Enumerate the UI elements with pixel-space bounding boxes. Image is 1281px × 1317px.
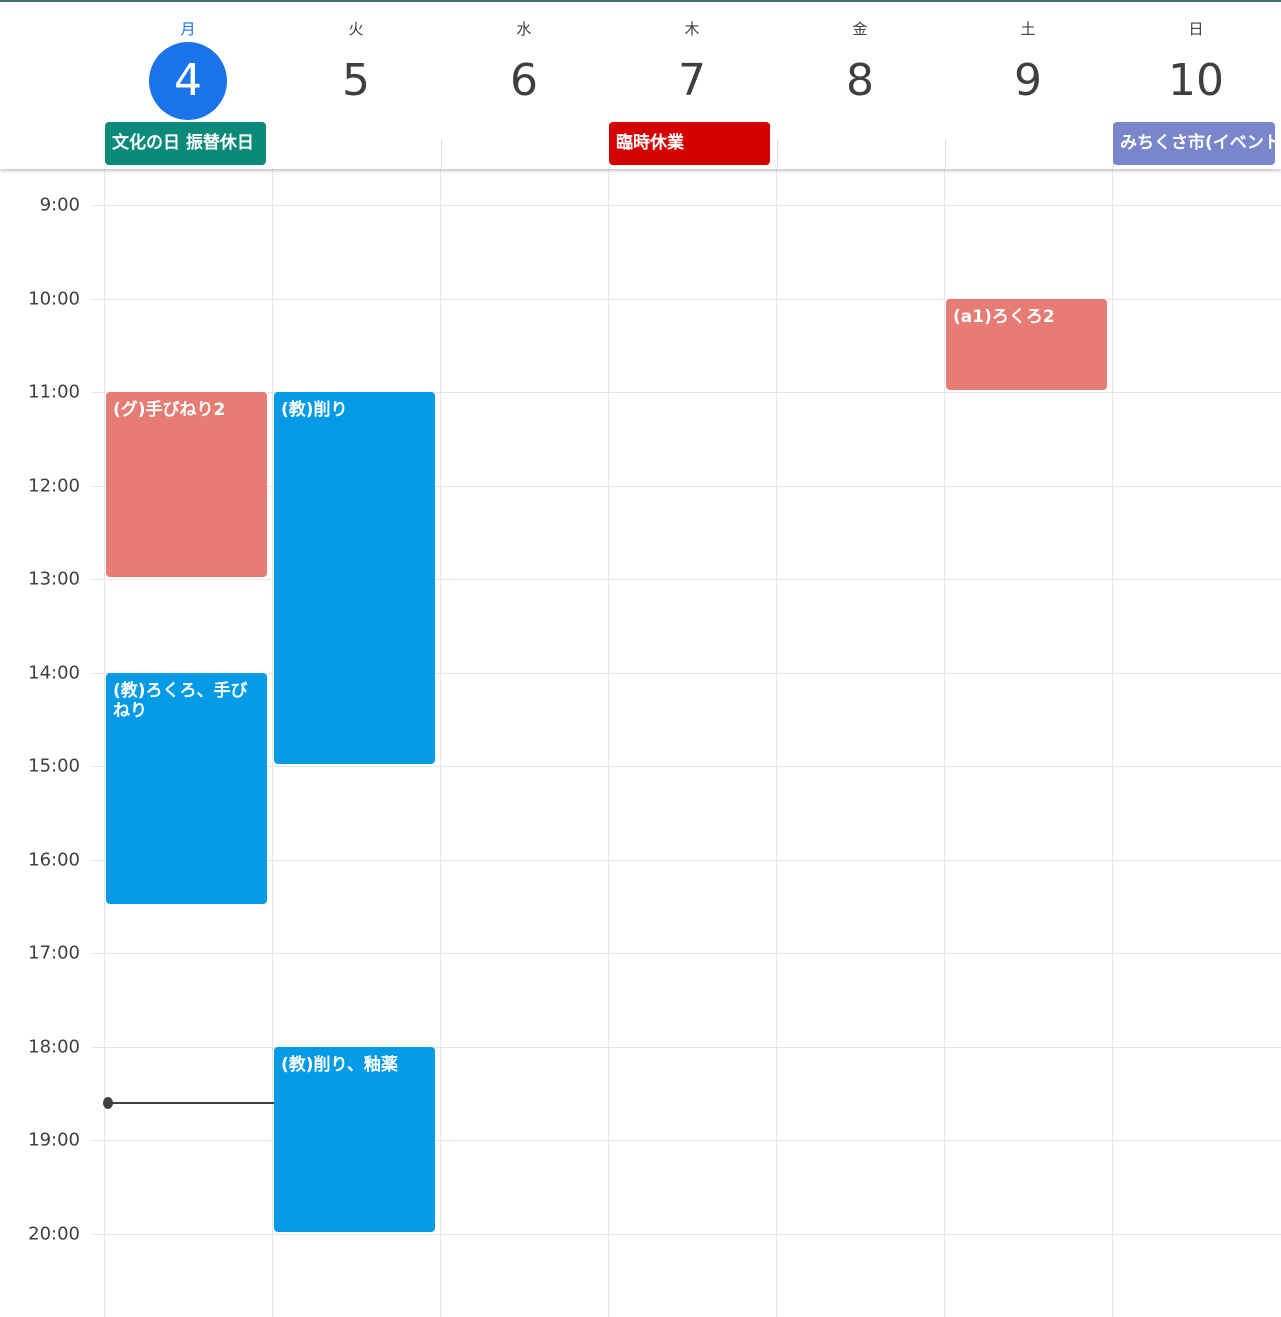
- hour-gridline: [92, 1140, 1281, 1141]
- time-label: 18:00: [28, 1036, 80, 1057]
- day-of-week-label: 火: [348, 20, 364, 38]
- day-column-divider: [272, 169, 273, 1317]
- calendar-event[interactable]: (グ)手びねり2: [106, 392, 267, 577]
- current-time-dot-icon: [103, 1096, 113, 1109]
- time-label: 19:00: [28, 1129, 80, 1151]
- time-label: 12:00: [28, 475, 80, 496]
- header-column-divider: [945, 140, 946, 170]
- day-of-week-label: 木: [684, 20, 700, 38]
- calendar-event[interactable]: (教)削り: [274, 392, 435, 764]
- time-label: 15:00: [28, 755, 80, 777]
- hour-gridline: [92, 392, 1281, 393]
- day-of-week-label: 月: [180, 20, 196, 38]
- day-of-week-label: 金: [852, 20, 868, 38]
- time-label: 9:00: [39, 194, 80, 216]
- day-column-divider: [776, 169, 777, 1317]
- hour-gridline: [92, 1046, 1281, 1048]
- hour-gridline: [92, 953, 1281, 954]
- hour-gridline: [92, 1233, 1281, 1235]
- time-grid[interactable]: 9:00 10:00 11:00 12:00 13:00 14:00 15:00 16:00 1…: [0, 169, 1281, 1317]
- date-number[interactable]: 9: [1014, 55, 1042, 106]
- day-column-divider: [1112, 169, 1113, 1317]
- time-label: 17:00: [28, 942, 80, 964]
- hour-gridline: [92, 205, 1281, 206]
- hour-gridline: [92, 579, 1281, 580]
- top-accent-strip: [0, 0, 1281, 2]
- header-column-divider: [441, 140, 442, 170]
- calendar-event[interactable]: (教)削り、釉薬: [274, 1046, 435, 1232]
- time-label: 11:00: [28, 381, 80, 403]
- time-label: 16:00: [28, 849, 80, 870]
- date-number[interactable]: 8: [846, 55, 874, 106]
- time-label: 13:00: [28, 568, 80, 590]
- day-column-divider: [440, 169, 441, 1317]
- all-day-event[interactable]: みちくさ市(イベント): [1113, 122, 1275, 165]
- hour-gridline: [92, 766, 1281, 767]
- current-time-line: [106, 1101, 274, 1104]
- date-number[interactable]: 7: [678, 55, 706, 106]
- day-of-week-label: 日: [1188, 20, 1204, 38]
- calendar-event[interactable]: (a1)ろくろ2: [946, 298, 1107, 390]
- all-day-event[interactable]: 臨時休業: [609, 122, 770, 165]
- day-column-divider: [104, 169, 105, 1317]
- time-label: 20:00: [28, 1223, 80, 1244]
- hour-gridline: [92, 859, 1281, 861]
- hour-gridline: [92, 485, 1281, 487]
- date-number[interactable]: 6: [510, 55, 538, 106]
- day-header[interactable]: 日 10: [1112, 2, 1280, 120]
- time-label: 10:00: [28, 288, 80, 309]
- today-date-number[interactable]: 4: [149, 42, 227, 120]
- hour-gridline: [92, 298, 1281, 300]
- hour-gridline: [92, 672, 1281, 674]
- day-column-divider: [944, 169, 945, 1317]
- day-of-week-label: 水: [516, 20, 532, 38]
- day-of-week-label: 土: [1020, 20, 1036, 38]
- header-column-divider: [777, 140, 778, 170]
- day-column-divider: [608, 169, 609, 1317]
- date-number[interactable]: 5: [342, 55, 370, 106]
- all-day-event[interactable]: 文化の日 振替休日: [105, 122, 266, 165]
- week-header: 月 4 火 5 水 6 木 7 金 8 土 9 日 10 文化の日 振替休日 臨時休業 みちくさ市(イベント): [0, 2, 1281, 170]
- calendar-event[interactable]: (教)ろくろ、手びねり: [106, 672, 267, 905]
- time-label: 14:00: [28, 662, 80, 683]
- date-number[interactable]: 10: [1168, 55, 1224, 106]
